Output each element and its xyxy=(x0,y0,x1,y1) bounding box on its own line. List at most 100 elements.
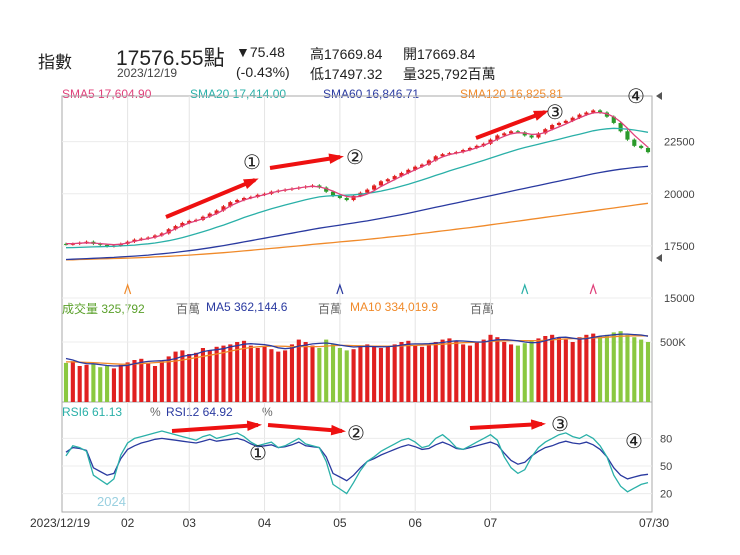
trend-arrow xyxy=(165,178,256,219)
volume-bar xyxy=(132,360,137,402)
x-tick-label: 07/30 xyxy=(639,516,669,530)
high-value: 高17669.84 xyxy=(310,46,383,62)
volume-bar xyxy=(276,351,281,402)
candle-body xyxy=(330,191,336,196)
candle-body xyxy=(440,154,445,157)
candle-body xyxy=(351,195,356,201)
legend-sma5: SMA5 17,604.90 xyxy=(62,87,152,101)
trend-arrowhead xyxy=(330,424,346,436)
volume-bar xyxy=(207,350,212,402)
volume-bar xyxy=(618,331,623,402)
candle-body xyxy=(344,197,349,201)
candle-body xyxy=(413,166,418,170)
volume-bar xyxy=(598,336,603,402)
candle-body xyxy=(474,145,479,148)
volume-bar xyxy=(269,349,274,402)
volume-bar xyxy=(433,342,438,402)
annotation-marks: ① ② ③ ④ ① ② ③ ④ xyxy=(243,84,645,465)
volume-bar xyxy=(63,362,69,402)
rsi12-line xyxy=(65,437,649,482)
volume-panel-frame xyxy=(61,297,653,403)
trend-arrow xyxy=(475,110,546,140)
candle-body xyxy=(173,226,178,230)
volume-bar xyxy=(577,337,582,402)
price-y-tick: 15000 xyxy=(664,293,695,305)
volume-bar xyxy=(159,361,164,402)
candle-body xyxy=(488,139,493,144)
candle-body xyxy=(632,139,637,146)
candle-body xyxy=(502,133,507,136)
volume-bar xyxy=(200,348,205,402)
legend-sma20: SMA20 17,414.00 xyxy=(190,87,287,101)
candle-body xyxy=(495,135,500,140)
circled-number-annotation: ④ xyxy=(627,84,645,108)
change-pct: (-0.43%) xyxy=(236,64,290,80)
volume-bar xyxy=(152,366,158,402)
volume-bar xyxy=(146,363,151,402)
candle-body xyxy=(399,172,404,177)
price-y-tick: 20000 xyxy=(664,189,695,201)
volume-bar xyxy=(283,350,288,402)
volume-bar xyxy=(413,345,418,402)
volume-bar xyxy=(324,339,329,402)
legend-rsi6-unit: % xyxy=(150,405,161,419)
volume-bar xyxy=(221,345,226,402)
volume-bar xyxy=(502,342,507,402)
legend-rsi12-unit: % xyxy=(262,405,273,419)
volume-bars xyxy=(63,331,651,402)
candle-body xyxy=(180,222,185,227)
volume-bar xyxy=(550,334,555,402)
candle-body xyxy=(228,202,233,207)
volume-bar xyxy=(248,345,253,402)
volume-bar xyxy=(296,339,301,402)
candle-body xyxy=(139,238,144,240)
volume-bar xyxy=(454,340,459,402)
legend-ma5: MA5 362,144.6 xyxy=(206,300,288,314)
index-label: 指數 xyxy=(38,53,72,72)
axis-arrow-up xyxy=(656,92,662,100)
rsi6-line xyxy=(65,430,649,495)
trend-arrow xyxy=(469,422,543,430)
candle-body xyxy=(515,131,520,133)
candle-body xyxy=(214,210,219,214)
volume-bar xyxy=(440,339,445,402)
volume-bar xyxy=(118,364,123,402)
candle-body xyxy=(241,197,247,201)
candle-body xyxy=(467,147,473,151)
candle-body xyxy=(221,206,226,211)
legend-ma5-unit: 百萬 xyxy=(318,302,343,316)
candle-body xyxy=(70,243,75,245)
change-value: ▼75.48 xyxy=(236,44,285,60)
sma120-line xyxy=(65,202,649,261)
volume-bar xyxy=(70,361,75,402)
candle-body xyxy=(598,110,603,113)
candle-body xyxy=(570,117,575,121)
volume-bar xyxy=(536,338,541,402)
candle-body xyxy=(207,213,212,217)
candle-body xyxy=(63,243,69,245)
volume-bar xyxy=(556,337,562,402)
volume-bar xyxy=(447,338,452,402)
circled-number-annotation: ② xyxy=(346,145,364,169)
volume-bar xyxy=(563,339,568,402)
candle-body xyxy=(433,156,438,161)
x-tick-label: 2023/12/19 xyxy=(30,516,90,530)
candle-body xyxy=(584,112,589,115)
candle-body xyxy=(556,122,562,126)
candle-body xyxy=(365,189,370,193)
circled-number-annotation: ③ xyxy=(551,412,569,436)
volume-bar xyxy=(303,342,308,402)
volume-bar xyxy=(173,351,178,402)
volume-bar xyxy=(378,348,384,402)
volume-bar xyxy=(372,346,377,402)
circled-number-annotation: ④ xyxy=(625,429,643,453)
candle-body xyxy=(577,114,582,118)
volume-bar xyxy=(399,342,404,402)
volume-bar xyxy=(289,344,295,402)
legend-rsi6: RSI6 61.13 xyxy=(62,405,123,419)
volume-bar xyxy=(392,344,397,402)
x-tick-label: 05 xyxy=(333,516,347,530)
candle-body xyxy=(639,145,644,148)
volume-bar xyxy=(570,342,575,402)
